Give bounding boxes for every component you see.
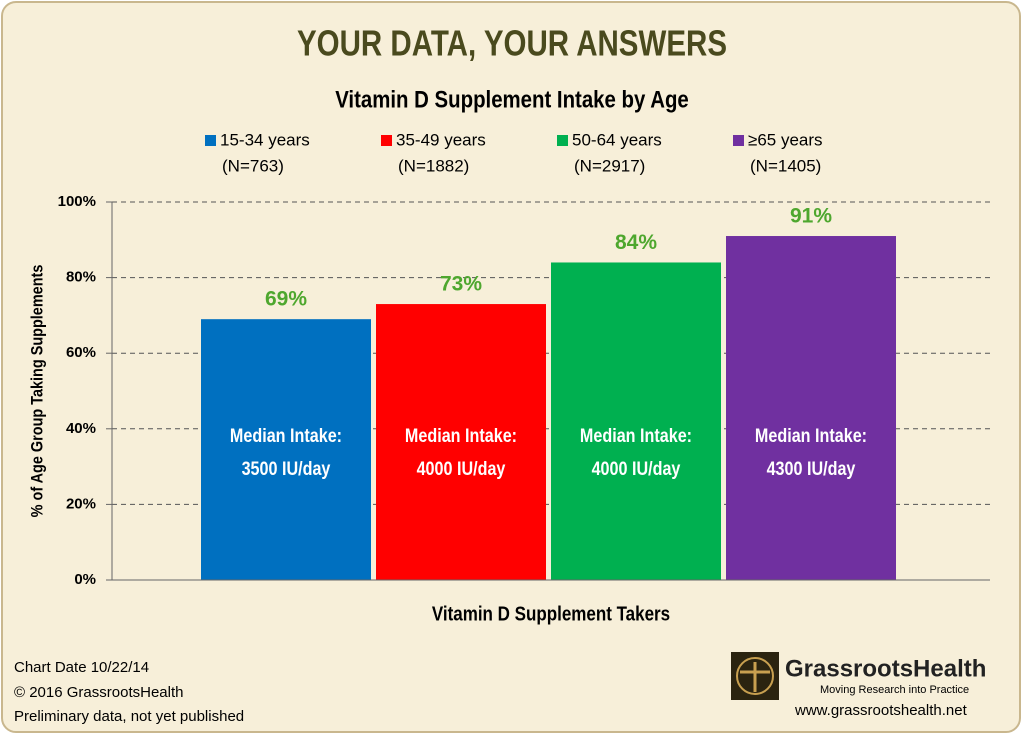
legend-sample: (N=1405) — [750, 156, 821, 175]
logo-tagline: Moving Research into Practice — [820, 684, 969, 696]
footer-line: Chart Date 10/22/14 — [14, 659, 149, 676]
value-label: 84% — [615, 231, 657, 254]
y-tick-label: 80% — [66, 269, 96, 286]
bar-note: Median Intake: — [755, 425, 867, 447]
bar-note: Median Intake: — [230, 425, 342, 447]
legend-swatch — [557, 135, 568, 146]
chart-subtitle: Vitamin D Supplement Intake by Age — [335, 86, 689, 113]
bar-note: 3500 IU/day — [242, 458, 331, 480]
legend-label: 15-34 years — [220, 130, 310, 149]
legend-label: 35-49 years — [396, 130, 486, 149]
y-tick-label: 0% — [74, 571, 96, 588]
value-label: 91% — [790, 205, 832, 228]
legend-swatch — [381, 135, 392, 146]
bar-note: Median Intake: — [580, 425, 692, 447]
logo-icon — [736, 657, 774, 695]
logo: GrassrootsHealth Moving Research into Pr… — [731, 652, 986, 719]
legend-label: 50-64 years — [572, 130, 662, 149]
y-axis-label: % of Age Group Taking Supplements — [28, 264, 46, 517]
bar — [726, 236, 896, 580]
bar — [201, 319, 371, 580]
legend-swatch — [205, 135, 216, 146]
logo-name: GrassrootsHealth — [785, 655, 986, 682]
bar-note: Median Intake: — [405, 425, 517, 447]
footer-line: © 2016 GrassrootsHealth — [14, 684, 183, 701]
value-label: 69% — [265, 288, 307, 311]
x-axis-label: Vitamin D Supplement Takers — [432, 602, 670, 625]
y-tick-label: 20% — [66, 495, 96, 512]
legend-swatch — [733, 135, 744, 146]
bar — [376, 304, 546, 580]
y-tick-label: 40% — [66, 420, 96, 437]
value-label: 73% — [440, 273, 482, 296]
bar-note: 4000 IU/day — [417, 458, 506, 480]
bar — [551, 262, 721, 580]
legend-sample: (N=2917) — [574, 156, 645, 175]
bar-note: 4300 IU/day — [767, 458, 856, 480]
legend-label: ≥65 years — [748, 130, 823, 149]
legend-sample: (N=1882) — [398, 156, 469, 175]
legend-sample: (N=763) — [222, 156, 284, 175]
logo-url: www.grassrootshealth.net — [794, 702, 968, 719]
footer-line: Preliminary data, not yet published — [14, 708, 244, 725]
chart-title: YOUR DATA, YOUR ANSWERS — [297, 23, 727, 63]
y-tick-label: 100% — [58, 193, 96, 210]
y-tick-label: 60% — [66, 344, 96, 361]
bar-note: 4000 IU/day — [592, 458, 681, 480]
